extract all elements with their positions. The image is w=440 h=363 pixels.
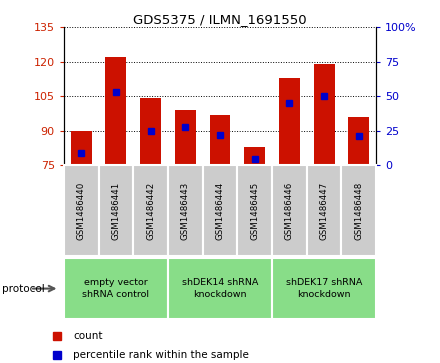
Bar <box>237 165 272 256</box>
Text: empty vector
shRNA control: empty vector shRNA control <box>82 278 149 299</box>
Bar <box>244 147 265 165</box>
Bar <box>341 165 376 256</box>
Bar <box>175 110 196 165</box>
Title: GDS5375 / ILMN_1691550: GDS5375 / ILMN_1691550 <box>133 13 307 26</box>
Bar <box>168 165 203 256</box>
Bar <box>209 115 231 165</box>
Bar <box>71 131 92 165</box>
Bar <box>168 258 272 319</box>
Bar <box>64 258 168 319</box>
Bar <box>307 165 341 256</box>
Text: GSM1486443: GSM1486443 <box>181 182 190 240</box>
Text: GSM1486441: GSM1486441 <box>111 182 121 240</box>
Bar <box>348 117 369 165</box>
Bar <box>106 57 126 165</box>
Text: GSM1486445: GSM1486445 <box>250 182 259 240</box>
Bar <box>272 258 376 319</box>
Bar <box>99 165 133 256</box>
Text: shDEK14 shRNA
knockdown: shDEK14 shRNA knockdown <box>182 278 258 299</box>
Text: GSM1486448: GSM1486448 <box>354 182 363 240</box>
Text: GSM1486440: GSM1486440 <box>77 182 86 240</box>
Text: protocol: protocol <box>2 284 45 294</box>
Bar <box>133 165 168 256</box>
Text: GSM1486442: GSM1486442 <box>146 182 155 240</box>
Text: GSM1486447: GSM1486447 <box>319 182 329 240</box>
Text: percentile rank within the sample: percentile rank within the sample <box>73 350 249 360</box>
Bar <box>279 78 300 165</box>
Bar <box>64 165 99 256</box>
Text: shDEK17 shRNA
knockdown: shDEK17 shRNA knockdown <box>286 278 362 299</box>
Text: GSM1486446: GSM1486446 <box>285 182 294 240</box>
Bar <box>140 98 161 165</box>
Bar <box>203 165 237 256</box>
Bar <box>314 64 334 165</box>
Bar <box>272 165 307 256</box>
Text: count: count <box>73 331 103 340</box>
Text: GSM1486444: GSM1486444 <box>216 182 224 240</box>
